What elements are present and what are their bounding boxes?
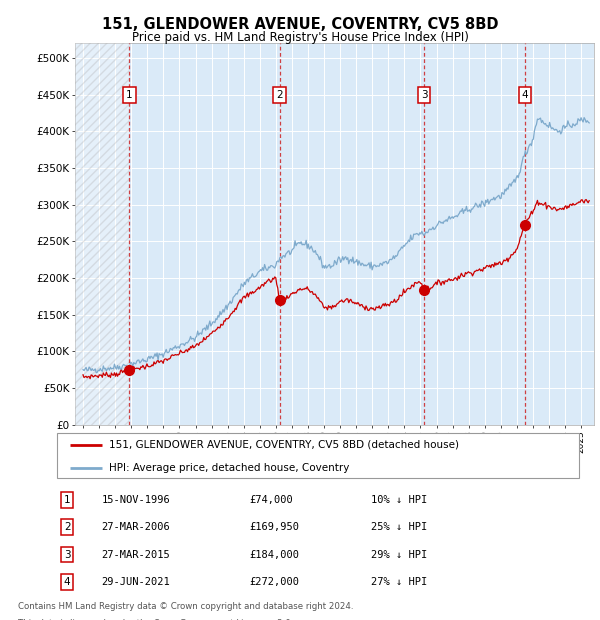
Text: 4: 4 <box>521 90 528 100</box>
Text: 1: 1 <box>64 495 71 505</box>
Text: Price paid vs. HM Land Registry's House Price Index (HPI): Price paid vs. HM Land Registry's House … <box>131 31 469 44</box>
FancyBboxPatch shape <box>56 433 580 478</box>
Text: 1: 1 <box>126 90 133 100</box>
Text: HPI: Average price, detached house, Coventry: HPI: Average price, detached house, Cove… <box>109 463 350 473</box>
Text: 2: 2 <box>276 90 283 100</box>
Text: 25% ↓ HPI: 25% ↓ HPI <box>371 523 427 533</box>
Text: 27% ↓ HPI: 27% ↓ HPI <box>371 577 427 587</box>
Text: This data is licensed under the Open Government Licence v3.0.: This data is licensed under the Open Gov… <box>18 619 293 620</box>
Text: 151, GLENDOWER AVENUE, COVENTRY, CV5 8BD: 151, GLENDOWER AVENUE, COVENTRY, CV5 8BD <box>102 17 498 32</box>
Text: 3: 3 <box>421 90 427 100</box>
Text: 29% ↓ HPI: 29% ↓ HPI <box>371 549 427 559</box>
Text: 15-NOV-1996: 15-NOV-1996 <box>101 495 170 505</box>
Text: 3: 3 <box>64 549 71 559</box>
Text: Contains HM Land Registry data © Crown copyright and database right 2024.: Contains HM Land Registry data © Crown c… <box>18 603 353 611</box>
Text: £184,000: £184,000 <box>250 549 299 559</box>
Text: 10% ↓ HPI: 10% ↓ HPI <box>371 495 427 505</box>
Text: £169,950: £169,950 <box>250 523 299 533</box>
Text: 4: 4 <box>64 577 71 587</box>
Text: £74,000: £74,000 <box>250 495 293 505</box>
Text: 27-MAR-2006: 27-MAR-2006 <box>101 523 170 533</box>
Text: £272,000: £272,000 <box>250 577 299 587</box>
Bar <box>75 43 130 425</box>
Text: 2: 2 <box>64 523 71 533</box>
Text: 27-MAR-2015: 27-MAR-2015 <box>101 549 170 559</box>
Text: 29-JUN-2021: 29-JUN-2021 <box>101 577 170 587</box>
Text: 151, GLENDOWER AVENUE, COVENTRY, CV5 8BD (detached house): 151, GLENDOWER AVENUE, COVENTRY, CV5 8BD… <box>109 440 460 450</box>
